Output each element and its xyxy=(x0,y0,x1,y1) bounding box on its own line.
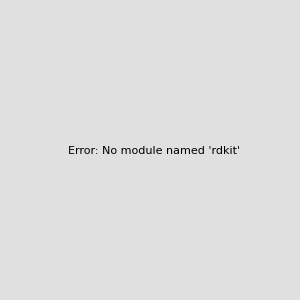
Text: Error: No module named 'rdkit': Error: No module named 'rdkit' xyxy=(68,146,240,157)
